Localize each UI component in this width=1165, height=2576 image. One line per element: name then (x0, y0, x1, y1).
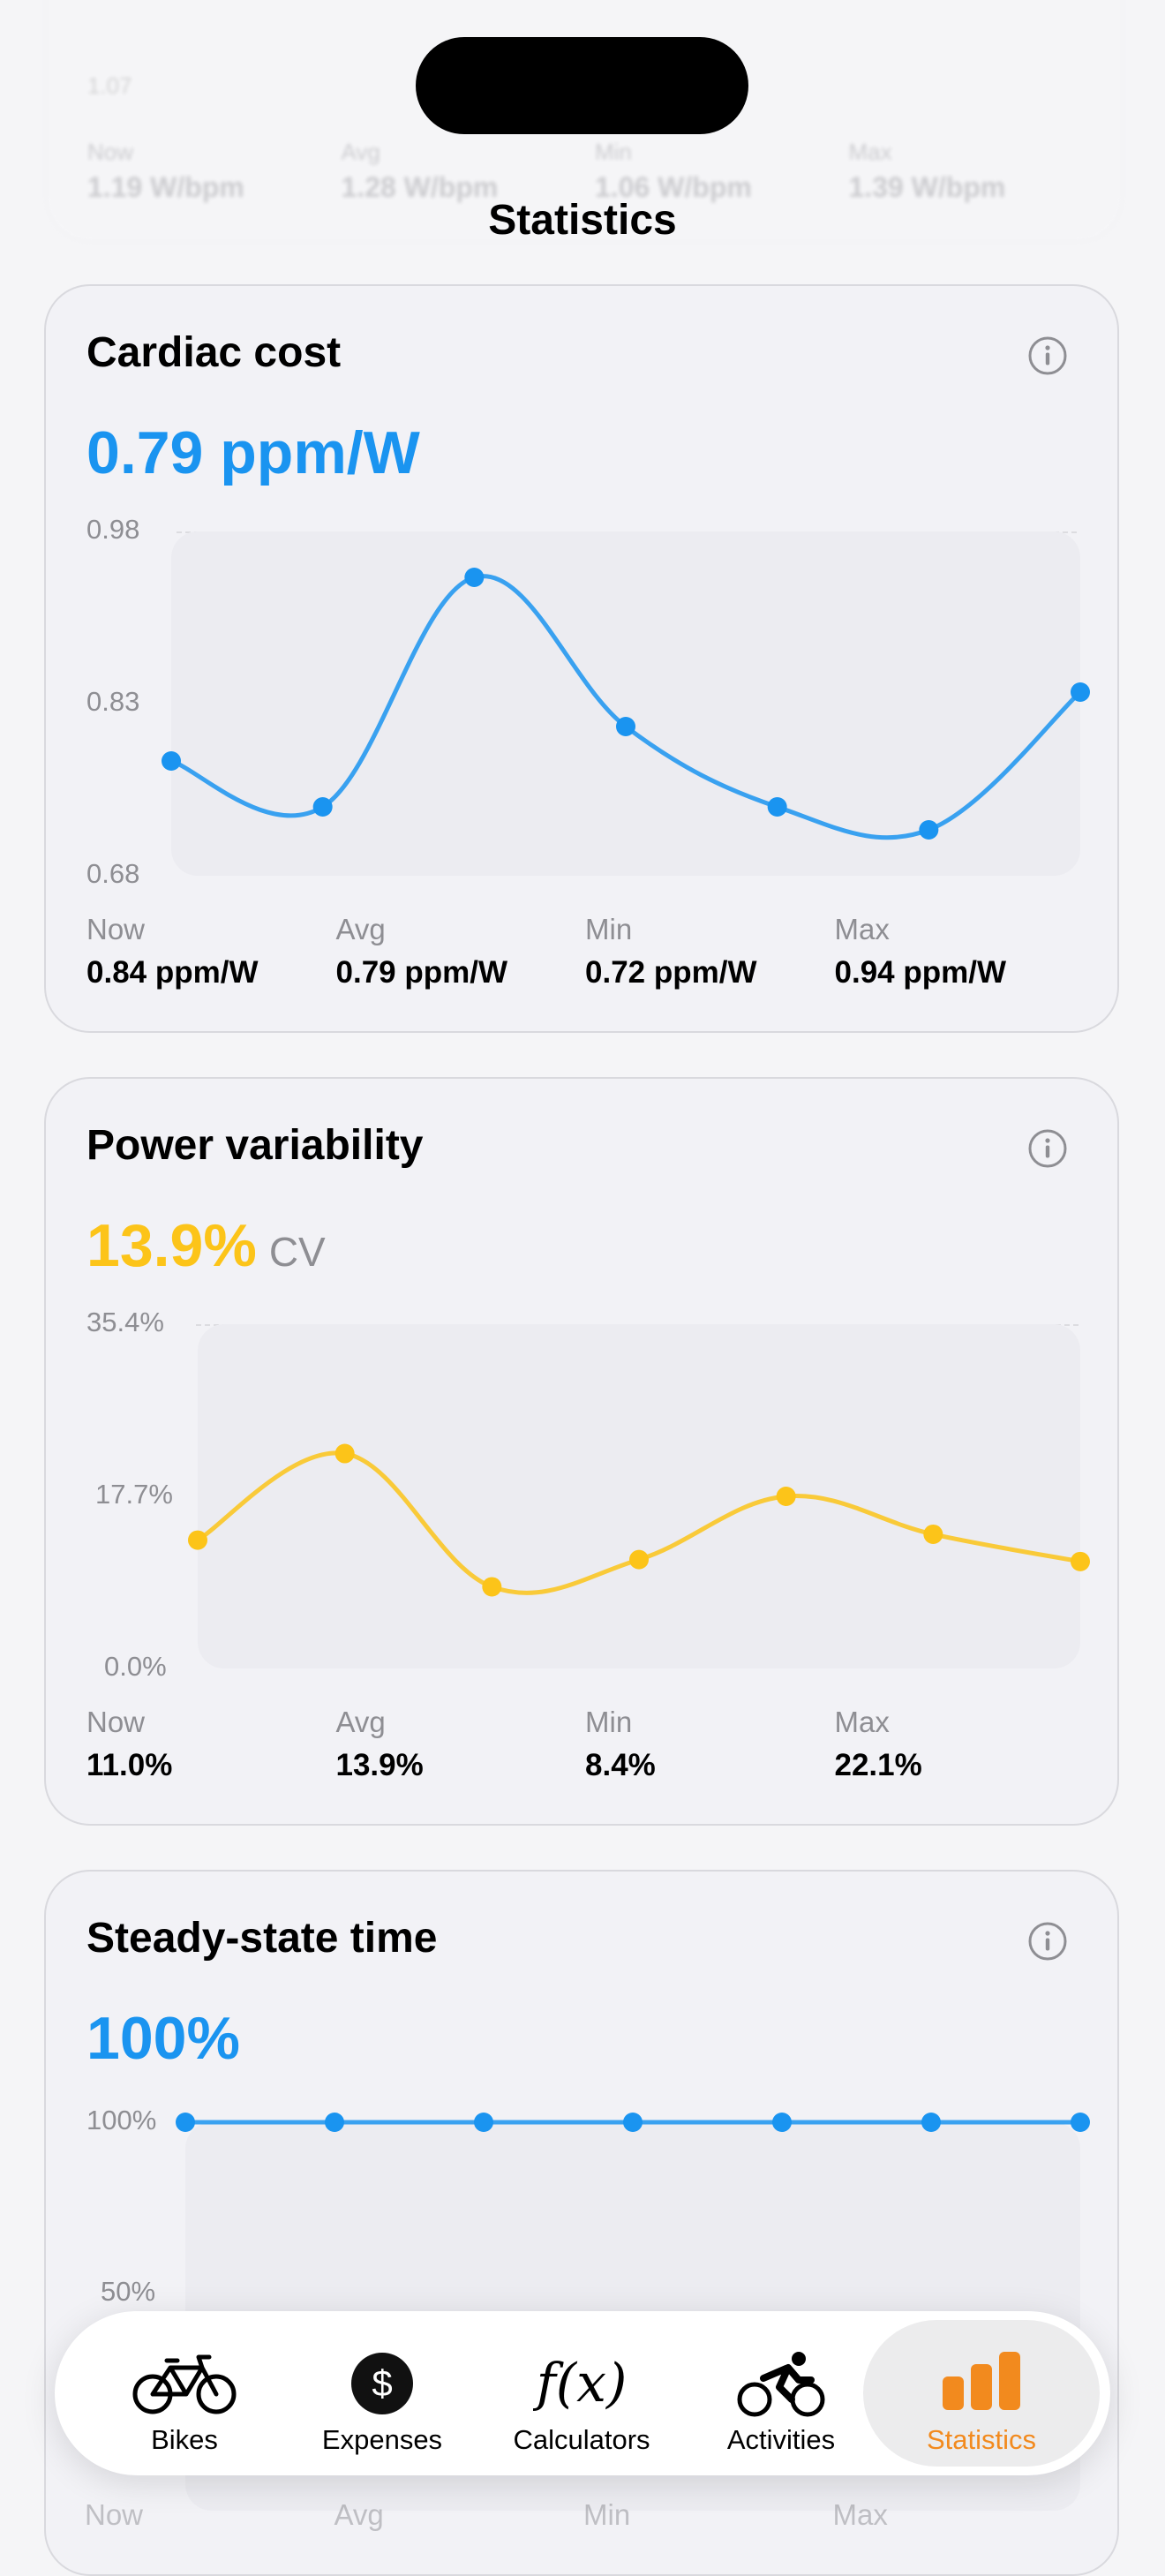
current-value: 0.79 ppm/W (86, 419, 420, 486)
dollar-icon: $ (351, 2353, 413, 2414)
data-point (921, 2113, 941, 2132)
svg-text:ƒ(x): ƒ(x) (533, 2353, 627, 2414)
stat-min: Min 0.72 ppm/W (585, 913, 757, 990)
data-point (474, 2113, 493, 2132)
stat-max: Max 1.39 W/bpm (848, 139, 1006, 203)
bar-chart-icon (943, 2352, 1020, 2410)
data-point (767, 797, 787, 817)
y-tick: 35.4% (86, 1307, 164, 1337)
y-tick: 0.0% (104, 1651, 167, 1682)
current-value: 100% (86, 2005, 240, 2072)
svg-text:$: $ (372, 2362, 392, 2404)
data-point (188, 1530, 207, 1550)
stat-now: Now 1.19 W/bpm (87, 139, 244, 203)
cyclist-icon (737, 2352, 825, 2417)
data-point (772, 2113, 792, 2132)
tab-statistics[interactable]: Statistics (863, 2320, 1100, 2467)
data-point (776, 1487, 796, 1506)
data-point (334, 1443, 355, 1464)
dynamic-island (416, 37, 748, 134)
y-tick: 0.98 (86, 514, 140, 545)
data-point (1071, 682, 1090, 702)
data-point (325, 2113, 344, 2132)
series-line (196, 1450, 1081, 1595)
stat-max: Max 22.1% (834, 1706, 922, 1782)
tab-bikes[interactable]: Bikes (74, 2320, 295, 2467)
info-icon[interactable] (1027, 1128, 1068, 1169)
tab-calculators[interactable]: ƒ(x) Calculators (471, 2320, 692, 2467)
data-point (623, 2113, 643, 2132)
series-line (170, 574, 1082, 840)
bike-icon (132, 2354, 237, 2414)
value-unit: CV (268, 1229, 326, 1275)
plot-area (171, 531, 1080, 876)
stat-min: Min 1.06 W/bpm (595, 139, 752, 203)
page-title: Statistics (488, 197, 677, 244)
data-point (176, 2113, 195, 2132)
cardiac-cost-card: Cardiac cost 0.79 ppm/W 0.98 0.83 0.68 N… (44, 284, 1119, 1033)
data-point (923, 1524, 943, 1544)
tab-bar: Bikes $ Expenses ƒ(x) Calculators Activi… (55, 2311, 1110, 2475)
stat-avg: Avg 0.79 ppm/W (335, 913, 507, 990)
data-point (162, 751, 181, 771)
tab-expenses[interactable]: $ Expenses (272, 2320, 492, 2467)
info-icon[interactable] (1027, 335, 1068, 376)
data-point (464, 568, 485, 587)
y-tick: 0.83 (86, 686, 140, 717)
y-tick: 17.7% (95, 1479, 173, 1510)
data-point (616, 717, 635, 736)
card-title: Steady-state time (86, 1915, 438, 1962)
card-title: Power variability (86, 1122, 424, 1169)
y-tick: 0.68 (86, 858, 140, 889)
card-title: Cardiac cost (86, 329, 342, 376)
stats-labels-peek: Now Avg Min Max (85, 2498, 888, 2531)
stat-max: Max 0.94 ppm/W (834, 913, 1006, 990)
power-variability-card: Power variability 13.9% CV 35.4% 17.7% 0.… (44, 1077, 1119, 1826)
stat-now: Now 0.84 ppm/W (86, 913, 259, 990)
steady-state-chart (176, 2113, 1090, 2132)
data-point (312, 797, 333, 817)
y-tick: 50% (101, 2276, 156, 2307)
data-point (919, 820, 939, 840)
stat-avg: Avg 13.9% (335, 1706, 424, 1782)
cardiac-cost-chart (162, 568, 1090, 840)
data-point (1071, 2113, 1090, 2132)
tab-activities[interactable]: Activities (671, 2320, 891, 2467)
data-point (482, 1577, 502, 1597)
info-icon[interactable] (1027, 1921, 1068, 1962)
data-point (1071, 1551, 1090, 1571)
current-value: 13.9% CV (86, 1212, 326, 1279)
function-icon: ƒ(x) (533, 2353, 627, 2414)
data-point (629, 1549, 649, 1570)
stat-avg: Avg 1.28 W/bpm (341, 139, 499, 203)
stat-min: Min 8.4% (585, 1706, 656, 1782)
power-variability-chart (188, 1443, 1090, 1597)
stat-now: Now 11.0% (86, 1706, 173, 1782)
y-tick: 100% (86, 2105, 157, 2135)
plot-area (198, 1324, 1080, 1668)
y-tick: 1.07 (87, 72, 132, 99)
